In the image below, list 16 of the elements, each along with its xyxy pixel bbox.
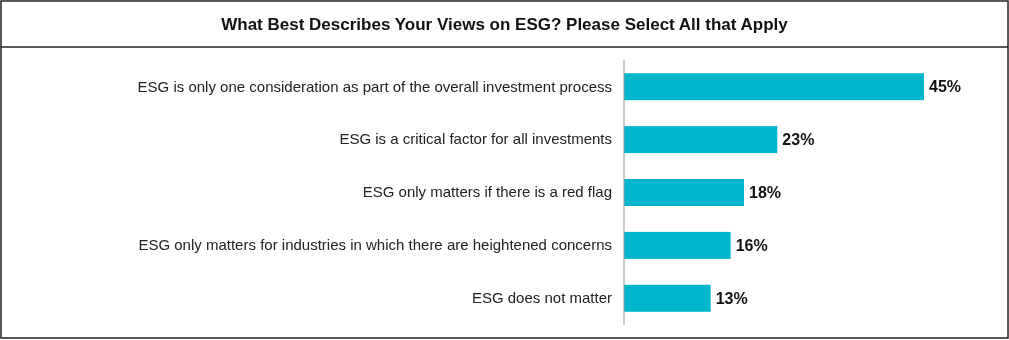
y-tick-label: ESG is a critical factor for all investments <box>339 130 612 148</box>
data-label: 18% <box>749 184 782 202</box>
bar <box>624 126 778 154</box>
data-label: 13% <box>715 289 748 307</box>
data-label: 45% <box>929 78 962 96</box>
bar <box>624 284 711 312</box>
bar <box>624 73 924 101</box>
data-label: 16% <box>735 236 768 254</box>
y-tick-label: ESG does not matter <box>471 289 612 307</box>
chart-title: What Best Describes Your Views on ESG? Please Select All that Apply <box>221 15 789 34</box>
y-tick-label: ESG only matters if there is a red flag <box>362 183 612 201</box>
bar <box>624 179 744 206</box>
data-label: 23% <box>782 131 815 149</box>
y-tick-label: ESG only matters for industries in which there are heightened concerns <box>138 236 612 254</box>
bar <box>624 231 731 259</box>
y-tick-label: ESG is only one consideration as part of the overall investment process <box>137 77 612 95</box>
